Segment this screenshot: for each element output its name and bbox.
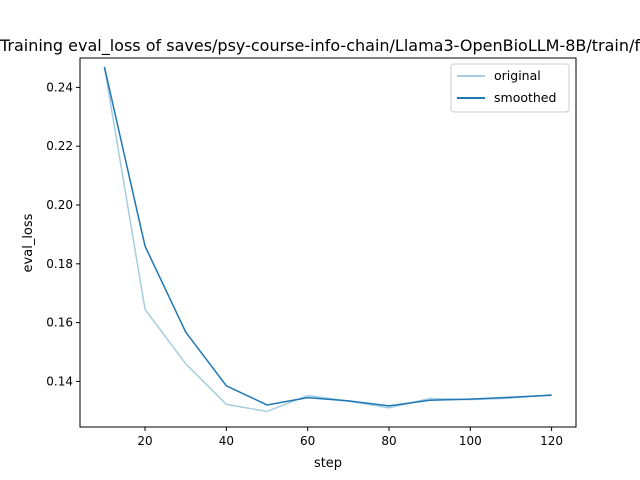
x-axis-ticks: 20 40 60 80 100 120 [137,427,563,448]
y-tick-label: 0.22 [46,139,73,153]
x-tick-label: 100 [459,434,482,448]
x-axis-label: step [314,456,342,471]
plot-area-frame [79,57,577,428]
plot-lines [103,66,552,413]
x-tick-label: 120 [540,434,563,448]
y-axis-label: eval_loss [21,213,36,272]
legend-label-original: original [494,68,541,83]
y-tick-label: 0.16 [46,316,73,330]
y-tick-label: 0.24 [46,80,73,94]
x-tick-label: 60 [300,434,315,448]
y-axis-ticks: 0.14 0.16 0.18 0.20 0.22 0.24 [46,80,80,388]
x-tick-label: 80 [381,434,396,448]
series-line-smoothed [103,66,552,407]
legend-label-smoothed: smoothed [494,90,556,105]
y-tick-label: 0.18 [46,257,73,271]
x-tick-label: 20 [137,434,152,448]
legend: original smoothed [450,63,570,113]
y-tick-label: 0.20 [46,198,73,212]
chart-title: Training eval_loss of saves/psy-course-i… [0,36,640,56]
y-tick-label: 0.14 [46,374,73,388]
x-tick-label: 40 [219,434,234,448]
